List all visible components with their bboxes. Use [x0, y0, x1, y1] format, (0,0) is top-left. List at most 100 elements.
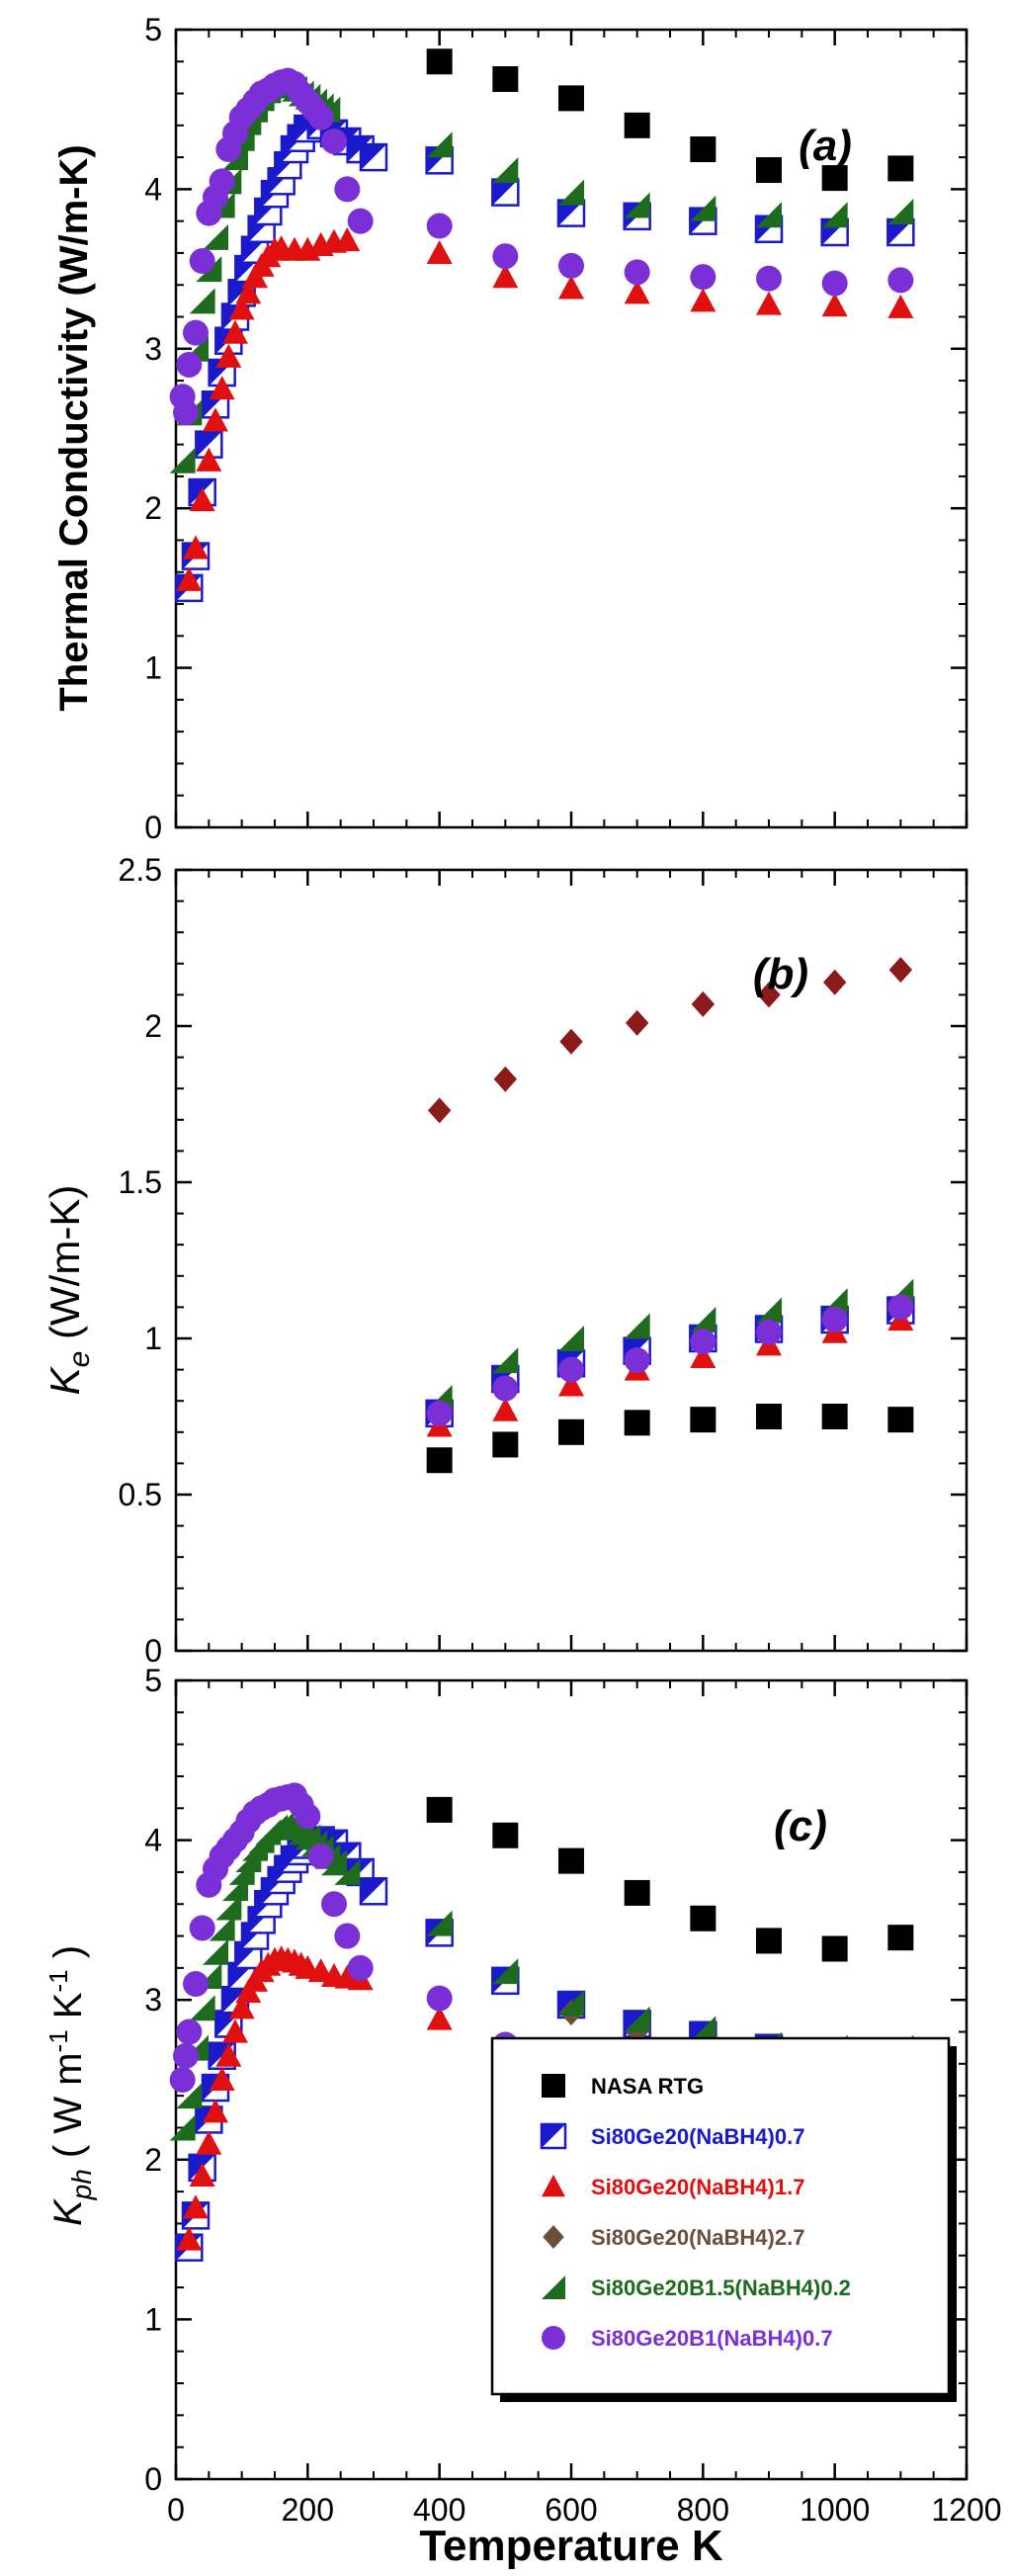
- series-si80ge20b1-nabh4-0-7: [426, 1294, 914, 1426]
- data-point-si80ge20-nabh4-1-7: [821, 293, 848, 317]
- data-point-si80ge20-nabh4-1-7: [426, 239, 453, 265]
- y-tick-label: 0.5: [119, 1477, 162, 1512]
- data-point-si80ge20b1-5-nabh4-0-2: [228, 1858, 255, 1885]
- data-point-si80ge20b1-nabh4-0-7: [334, 176, 361, 203]
- legend-marker-nasa-rtg: [542, 2074, 565, 2098]
- panel-c: 0 1 2 3 4 5 0 200 400 600 800 1000 1200 (c) Kph ( W …: [43, 1663, 1002, 2570]
- data-point-si80ge20-nabh4-1-7: [222, 319, 248, 344]
- data-point-si80ge20b1-nabh4-0-7: [821, 1307, 848, 1333]
- x-tick-label: 600: [545, 2492, 597, 2528]
- data-point-si80ge20-nabh4-1-7: [756, 291, 782, 315]
- data-point-si80ge20-nabh4-2-7: [691, 990, 716, 1017]
- data-point-si80ge20b1-5-nabh4-0-2: [690, 195, 717, 221]
- data-point-si80ge20b1-nabh4-0-7: [690, 1329, 717, 1355]
- data-point-si80ge20b1-5-nabh4-0-2: [176, 2083, 203, 2109]
- panel-b-ylabel: Ke (W/m-K): [42, 1185, 96, 1396]
- data-point-nasa-rtg: [887, 1925, 914, 1951]
- data-point-si80ge20-nabh4-2-7: [757, 982, 781, 1008]
- data-point-si80ge20b1-5-nabh4-0-2: [169, 447, 196, 473]
- data-point-si80ge20-nabh4-1-7: [228, 1995, 255, 2019]
- data-point-si80ge20b1-nabh4-0-7: [821, 270, 848, 297]
- data-point-si80ge20b1-5-nabh4-0-2: [887, 198, 914, 224]
- data-point-si80ge20b1-nabh4-0-7: [307, 104, 334, 130]
- data-point-si80ge20-nabh4-1-7: [492, 264, 519, 289]
- y-tick-label: 1: [144, 2301, 162, 2337]
- data-point-si80ge20b1-nabh4-0-7: [173, 399, 199, 426]
- data-point-nasa-rtg: [690, 1905, 717, 1932]
- data-point-si80ge20b1-nabh4-0-7: [426, 213, 453, 239]
- panel-b-marks: [425, 957, 915, 1474]
- y-tick-label: 0: [144, 1633, 162, 1669]
- data-point-si80ge20-nabh4-2-7: [493, 1066, 518, 1092]
- ylabel-c-main: K: [46, 2197, 90, 2226]
- data-point-nasa-rtg: [887, 1407, 914, 1433]
- data-point-si80ge20b1-5-nabh4-0-2: [624, 1313, 650, 1339]
- legend-marker-si80ge20-nabh4-2-7: [543, 2225, 564, 2249]
- data-point-si80ge20-nabh4-1-7: [176, 566, 203, 591]
- data-point-nasa-rtg: [558, 1418, 584, 1445]
- data-point-si80ge20-nabh4-1-7: [228, 296, 255, 320]
- panel-b-ticks: 0 0.5 1 1.5 2 2.5: [119, 852, 969, 1669]
- y-tick-label: 4: [144, 171, 162, 207]
- data-point-nasa-rtg: [821, 1404, 848, 1429]
- data-point-si80ge20b1-5-nabh4-0-2: [558, 179, 584, 206]
- legend-marker-si80ge20b1-nabh4-0-7: [542, 2326, 565, 2350]
- data-point-si80ge20b1-5-nabh4-0-2: [492, 157, 519, 184]
- panel-c-ylabel: Kph ( W m-1 K-1 ): [43, 1945, 97, 2226]
- data-point-si80ge20-nabh4-1-7: [492, 1397, 519, 1421]
- data-point-nasa-rtg: [756, 157, 782, 184]
- data-point-si80ge20b1-nabh4-0-7: [756, 1319, 782, 1345]
- legend-label: Si80Ge20B1.5(NaBH4)0.2: [591, 2275, 851, 2300]
- data-point-nasa-rtg: [492, 1822, 519, 1848]
- panel-a-ylabel: Thermal Conductivity (W/m-K): [52, 144, 96, 711]
- data-point-si80ge20b1-5-nabh4-0-2: [321, 1849, 347, 1876]
- data-point-si80ge20b1-nabh4-0-7: [169, 2067, 196, 2093]
- data-point-si80ge20b1-5-nabh4-0-2: [203, 223, 228, 250]
- data-point-si80ge20-nabh4-1-7: [334, 227, 361, 252]
- data-point-si80ge20b1-5-nabh4-0-2: [690, 2016, 717, 2042]
- data-point-nasa-rtg: [426, 48, 453, 75]
- panel-b-frame: [174, 868, 969, 1653]
- data-point-si80ge20b1-5-nabh4-0-2: [821, 1288, 848, 1315]
- x-tick-label: 0: [167, 2492, 185, 2528]
- panel-a-label: (a): [799, 122, 852, 170]
- data-point-si80ge20-nabh4-1-7: [222, 2018, 248, 2043]
- legend-entry-si80ge20-nabh4-1-7: Si80Ge20(NaBH4)1.7: [542, 2175, 804, 2199]
- data-point-si80ge20b1-5-nabh4-0-2: [690, 1307, 717, 1333]
- data-point-si80ge20b1-nabh4-0-7: [624, 1347, 650, 1374]
- data-point-nasa-rtg: [756, 1928, 782, 1954]
- data-point-si80ge20b1-nabh4-0-7: [558, 1356, 584, 1383]
- data-point-si80ge20b1-5-nabh4-0-2: [558, 1326, 584, 1351]
- data-point-si80ge20b1-5-nabh4-0-2: [189, 1995, 215, 2021]
- data-point-si80ge20b1-5-nabh4-0-2: [189, 288, 215, 314]
- data-point-si80ge20-nabh4-1-7: [203, 2099, 228, 2123]
- data-point-si80ge20b1-nabh4-0-7: [887, 1294, 914, 1321]
- data-point-si80ge20b1-nabh4-0-7: [492, 243, 519, 270]
- data-point-si80ge20-nabh4-1-7: [183, 535, 209, 559]
- data-point-si80ge20b1-nabh4-0-7: [347, 208, 374, 234]
- data-point-nasa-rtg: [690, 1407, 717, 1433]
- y-tick-label: 5: [144, 1663, 162, 1698]
- data-point-nasa-rtg: [426, 1796, 453, 1823]
- data-point-si80ge20b1-5-nabh4-0-2: [558, 1990, 584, 2017]
- series-si80ge20-nabh4-1-7: [176, 227, 914, 591]
- panel-c-ticks: 0 1 2 3 4 5 0 200 400 600 800 1000 1200: [144, 1663, 1001, 2528]
- data-point-si80ge20-nabh4-1-7: [215, 343, 242, 368]
- legend: NASA RTG Si80Ge20(NaBH4)0.7 Si80Ge20(NaBH4…: [490, 2036, 957, 2402]
- data-point-si80ge20b1-nabh4-0-7: [426, 1400, 453, 1426]
- x-axis-label: Temperature K: [419, 2522, 722, 2570]
- data-point-nasa-rtg: [426, 1447, 453, 1474]
- y-tick-label: 2.5: [119, 852, 162, 888]
- ylabel-c-sup2: -1: [43, 1969, 73, 1992]
- data-point-si80ge20b1-nabh4-0-7: [176, 351, 203, 378]
- y-tick-label: 2: [144, 2142, 162, 2178]
- data-point-nasa-rtg: [558, 85, 584, 112]
- data-point-si80ge20-nabh4-1-7: [690, 1343, 717, 1369]
- ylabel-c-mid: K: [46, 1992, 90, 2029]
- data-point-si80ge20-nabh4-1-7: [215, 2042, 242, 2067]
- data-point-si80ge20b1-5-nabh4-0-2: [334, 1858, 361, 1885]
- y-tick-label: 2: [144, 1008, 162, 1044]
- data-point-nasa-rtg: [492, 1431, 519, 1458]
- legend-label: Si80Ge20B1(NaBH4)0.7: [591, 2326, 833, 2351]
- data-point-si80ge20-nabh4-1-7: [209, 376, 235, 400]
